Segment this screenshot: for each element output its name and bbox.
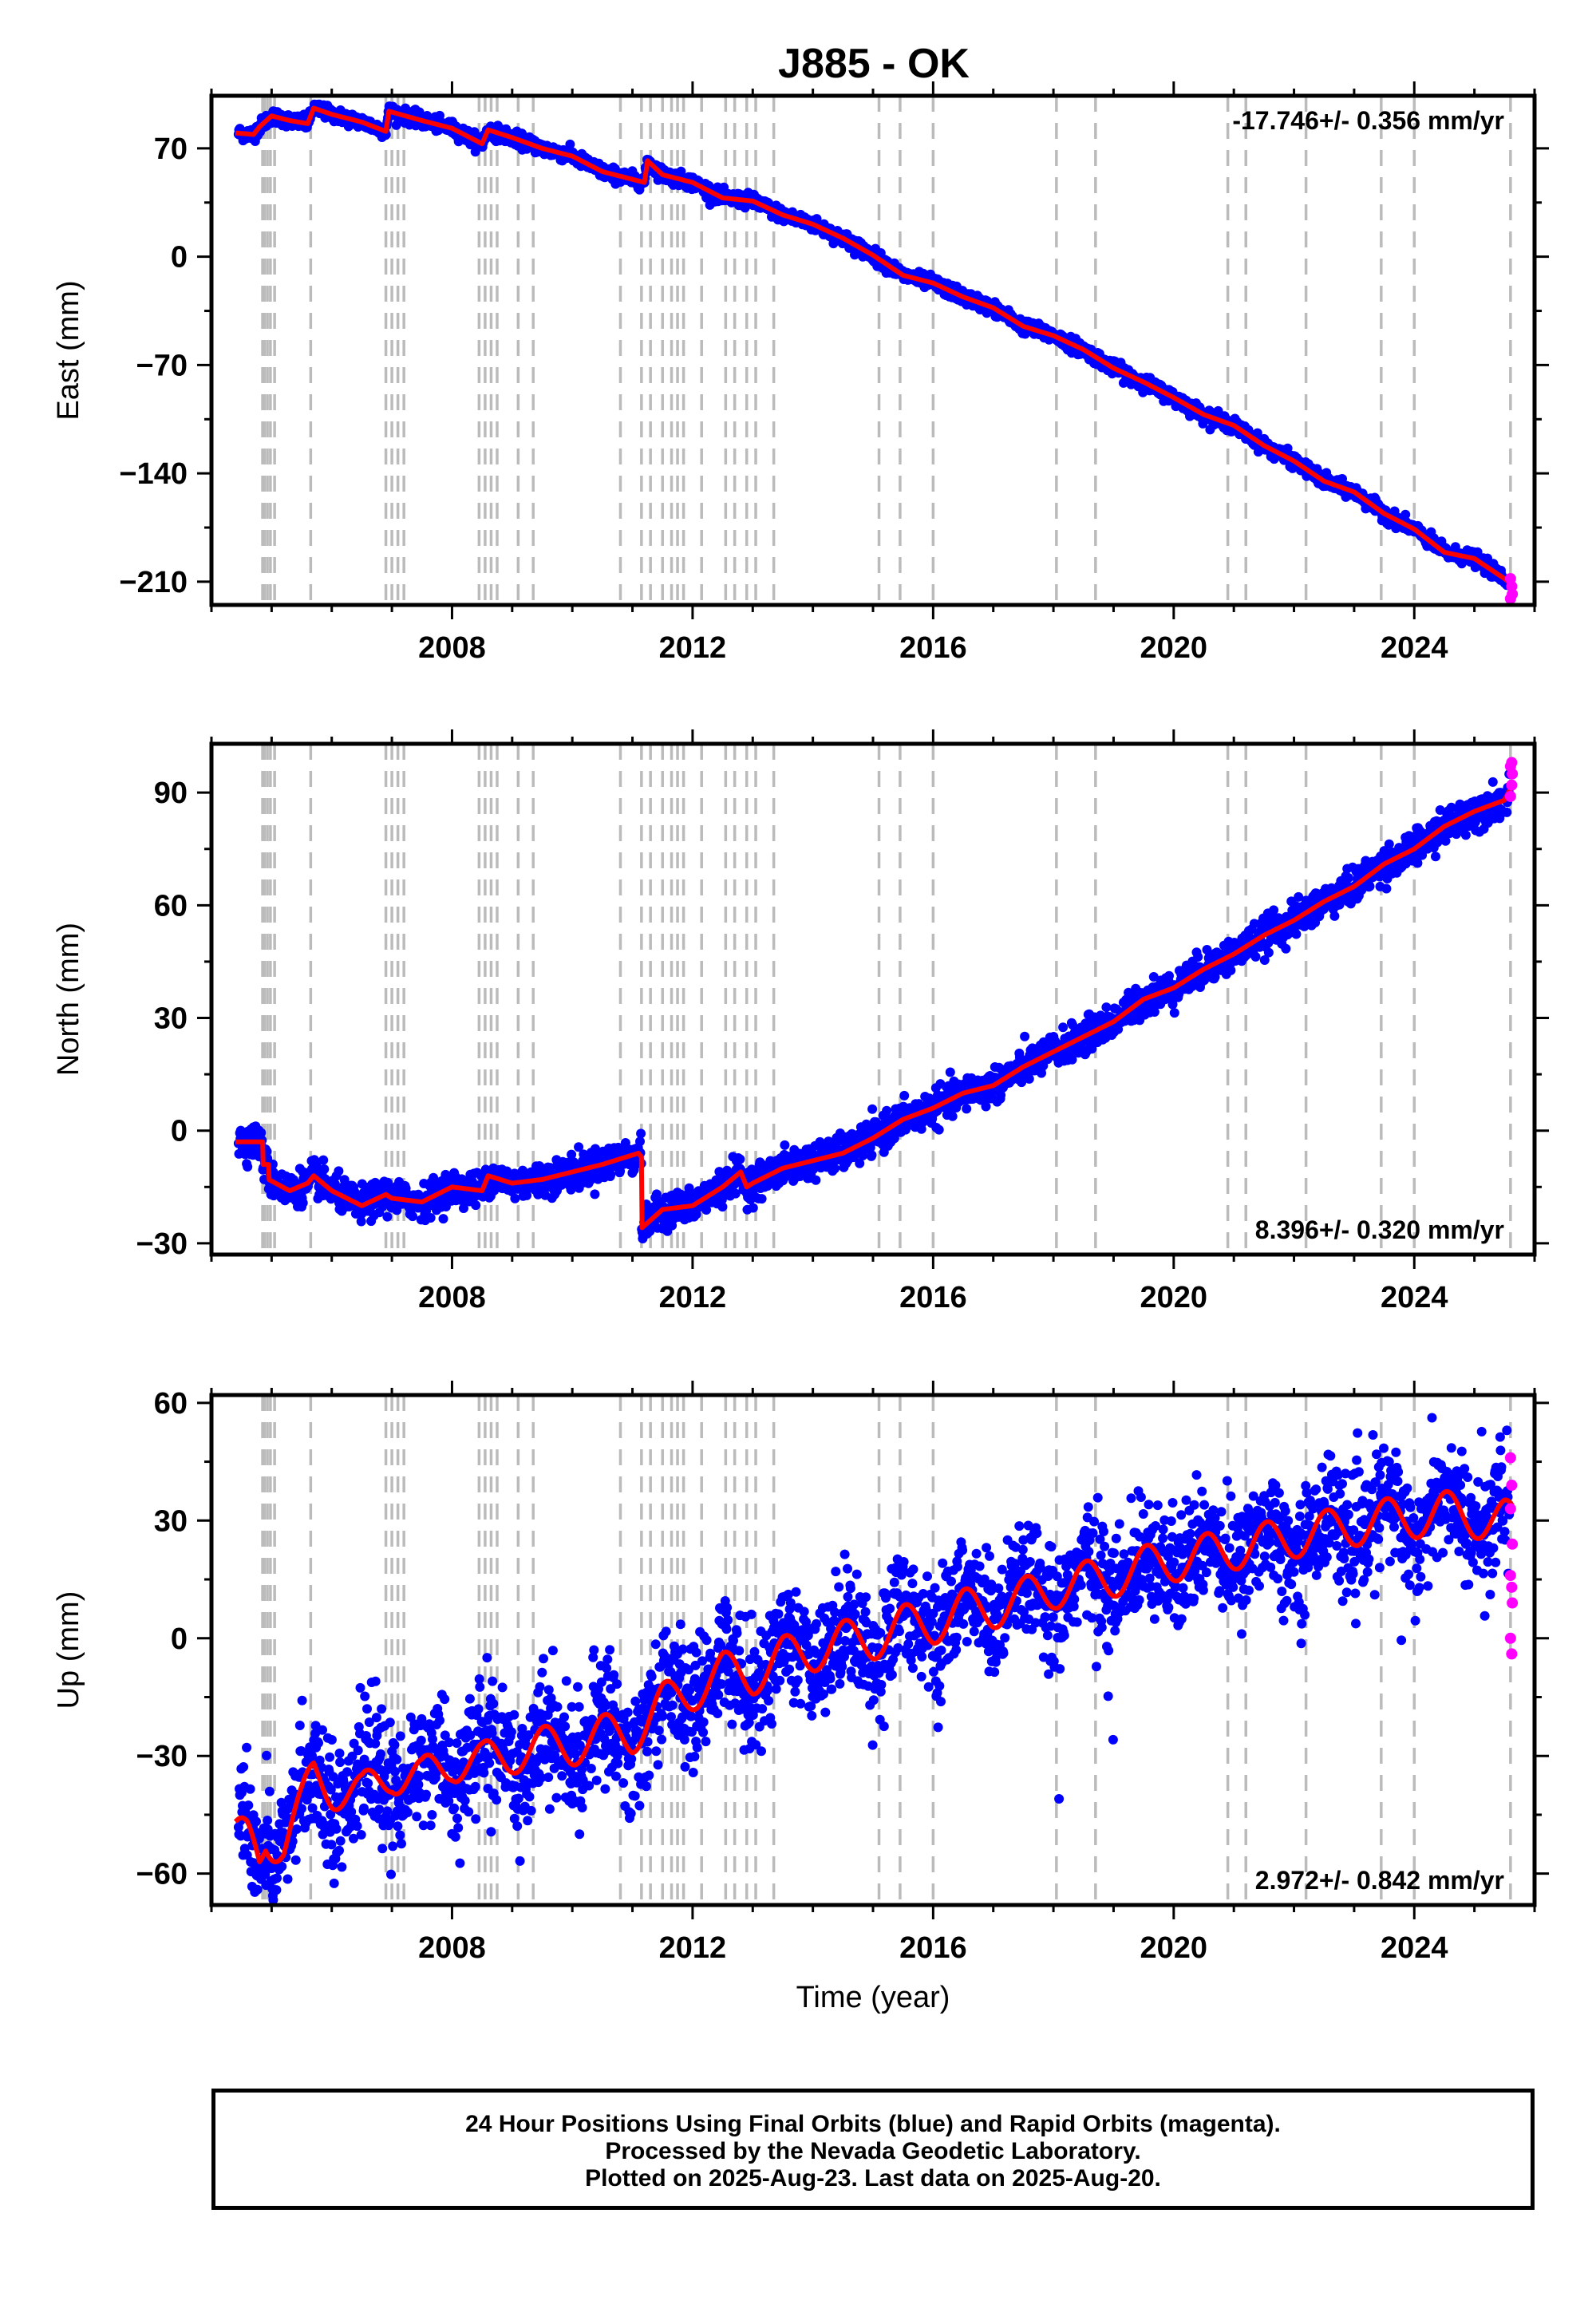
data-point bbox=[438, 1214, 448, 1224]
data-point bbox=[334, 1166, 344, 1176]
data-point bbox=[243, 1162, 253, 1172]
data-point bbox=[636, 1128, 646, 1139]
axes-frame bbox=[209, 93, 1537, 607]
data-point bbox=[882, 1105, 892, 1116]
x-tick-label: 2024 bbox=[1381, 631, 1448, 665]
rate-label: -17.746+/- 0.356 mm/yr bbox=[1232, 106, 1504, 135]
data-point bbox=[510, 1193, 520, 1203]
data-point bbox=[298, 1198, 308, 1208]
data-point bbox=[565, 139, 575, 149]
panel-east: 2008 2012 2016 2020 2024 −210 −140 −70 0 70 East (… bbox=[52, 81, 1549, 665]
data-point bbox=[318, 1155, 329, 1165]
data-point bbox=[590, 1189, 600, 1199]
y-tick-label: −210 bbox=[119, 566, 188, 599]
data-point bbox=[717, 1202, 728, 1212]
model-line bbox=[233, 105, 1515, 587]
data-point bbox=[830, 1164, 840, 1174]
y-axis-label: East (mm) bbox=[52, 280, 85, 420]
y-tick-label: 70 bbox=[154, 132, 188, 166]
data-point bbox=[981, 1101, 991, 1112]
data-point bbox=[1101, 1002, 1112, 1013]
data-point bbox=[1020, 1031, 1030, 1041]
data-point bbox=[748, 1203, 758, 1213]
figure-title: J885 - OK bbox=[778, 41, 970, 87]
data-point bbox=[867, 1104, 878, 1114]
x-tick-label: 2012 bbox=[659, 631, 727, 665]
data-point bbox=[408, 1211, 418, 1222]
final-orbit-points bbox=[233, 769, 1515, 1243]
data-point bbox=[934, 1124, 944, 1135]
data-point bbox=[757, 1194, 767, 1204]
data-point bbox=[319, 1164, 330, 1174]
data-point bbox=[945, 1067, 955, 1077]
data-point bbox=[606, 1169, 616, 1180]
y-tick-label: −70 bbox=[136, 349, 188, 382]
data-point bbox=[735, 1154, 745, 1164]
rapid-orbit-points bbox=[1504, 573, 1519, 605]
panels: 2008 2012 2016 2020 2024 −210 −140 −70 0 70 East (… bbox=[52, 81, 1549, 2014]
data-point bbox=[867, 1150, 877, 1160]
data-point bbox=[962, 1104, 972, 1114]
data-point bbox=[947, 1111, 958, 1121]
plot-area bbox=[233, 744, 1519, 1255]
x-tick-label: 2008 bbox=[418, 631, 486, 665]
data-point bbox=[425, 1213, 436, 1223]
data-point bbox=[522, 1190, 532, 1200]
x-tick-label: 2020 bbox=[1140, 631, 1208, 665]
x-tick-label: 2016 bbox=[899, 631, 967, 665]
final-orbit-points bbox=[233, 99, 1515, 591]
data-point bbox=[780, 1140, 790, 1150]
data-point bbox=[899, 1090, 910, 1101]
data-point bbox=[471, 1200, 481, 1211]
data-point bbox=[811, 1175, 821, 1185]
rapid-point bbox=[1504, 593, 1516, 605]
data-point bbox=[382, 1211, 393, 1222]
y-tick-label: −140 bbox=[119, 457, 188, 491]
y-tick-label: 0 bbox=[171, 241, 188, 275]
data-point bbox=[1058, 1022, 1069, 1033]
plot-area bbox=[233, 96, 1519, 605]
